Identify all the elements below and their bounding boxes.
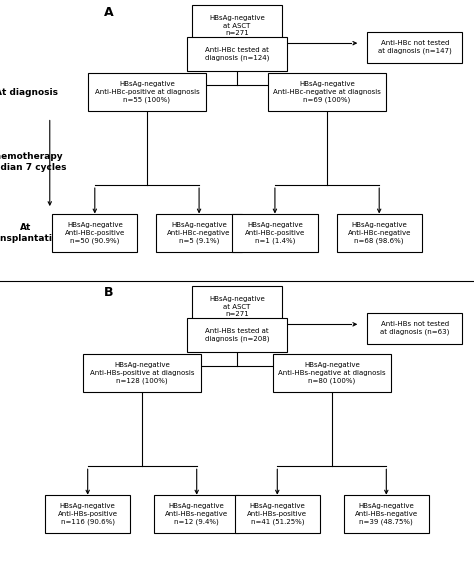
FancyBboxPatch shape [52,214,137,252]
Text: Anti-HBs not tested
at diagnosis (n=63): Anti-HBs not tested at diagnosis (n=63) [380,321,449,335]
FancyBboxPatch shape [192,5,282,46]
FancyBboxPatch shape [187,318,287,352]
Text: B: B [104,286,114,299]
Text: Anti-HBs tested at
diagnosis (n=208): Anti-HBs tested at diagnosis (n=208) [205,328,269,342]
FancyBboxPatch shape [337,214,422,252]
FancyBboxPatch shape [235,495,320,533]
Text: HBsAg-negative
Anti-HBc-negative at diagnosis
n=69 (100%): HBsAg-negative Anti-HBc-negative at diag… [273,81,381,103]
FancyBboxPatch shape [367,31,462,62]
Text: HBsAg-negative
Anti-HBs-negative
n=39 (48.75%): HBsAg-negative Anti-HBs-negative n=39 (4… [355,503,418,525]
Text: HBsAg-negative
Anti-HBs-positive
n=116 (90.6%): HBsAg-negative Anti-HBs-positive n=116 (… [58,503,118,525]
FancyBboxPatch shape [367,312,462,344]
FancyBboxPatch shape [268,73,386,111]
Text: Chemotherapy
median 7 cycles: Chemotherapy median 7 cycles [0,152,67,173]
Text: HBsAg-negative
Anti-HBs-positive at diagnosis
n=128 (100%): HBsAg-negative Anti-HBs-positive at diag… [90,362,194,384]
Text: HBsAg-negative
Anti-HBc-positive
n=1 (1.4%): HBsAg-negative Anti-HBc-positive n=1 (1.… [245,222,305,244]
FancyBboxPatch shape [45,495,130,533]
FancyBboxPatch shape [88,73,206,111]
Text: HBsAg-negative
Anti-HBs-negative
n=12 (9.4%): HBsAg-negative Anti-HBs-negative n=12 (9… [165,503,228,525]
Text: Anti-HBc not tested
at diagnosis (n=147): Anti-HBc not tested at diagnosis (n=147) [378,40,452,54]
Text: A: A [104,6,114,19]
FancyBboxPatch shape [344,495,429,533]
FancyBboxPatch shape [232,214,318,252]
FancyBboxPatch shape [154,495,239,533]
Text: HBsAg-negative
at ASCT
n=271: HBsAg-negative at ASCT n=271 [209,296,265,317]
FancyBboxPatch shape [83,354,201,392]
Text: HBsAg-negative
Anti-HBs-negative at diagnosis
n=80 (100%): HBsAg-negative Anti-HBs-negative at diag… [278,362,386,384]
FancyBboxPatch shape [187,37,287,71]
Text: HBsAg-negative
at ASCT
n=271: HBsAg-negative at ASCT n=271 [209,15,265,36]
FancyBboxPatch shape [273,354,391,392]
Text: HBsAg-negative
Anti-HBc-positive
n=50 (90.9%): HBsAg-negative Anti-HBc-positive n=50 (9… [64,222,125,244]
Text: At
transplantation: At transplantation [0,223,66,243]
Text: HBsAg-negative
Anti-HBc-negative
n=5 (9.1%): HBsAg-negative Anti-HBc-negative n=5 (9.… [167,222,231,244]
Text: HBsAg-negative
Anti-HBc-negative
n=68 (98.6%): HBsAg-negative Anti-HBc-negative n=68 (9… [347,222,411,244]
Text: HBsAg-negative
Anti-HBc-positive at diagnosis
n=55 (100%): HBsAg-negative Anti-HBc-positive at diag… [95,81,199,103]
FancyBboxPatch shape [156,214,242,252]
Text: At diagnosis: At diagnosis [0,87,57,97]
FancyBboxPatch shape [192,286,282,327]
Text: HBsAg-negative
Anti-HBs-positive
n=41 (51.25%): HBsAg-negative Anti-HBs-positive n=41 (5… [247,503,307,525]
Text: Anti-HBc tested at
diagnosis (n=124): Anti-HBc tested at diagnosis (n=124) [205,47,269,61]
